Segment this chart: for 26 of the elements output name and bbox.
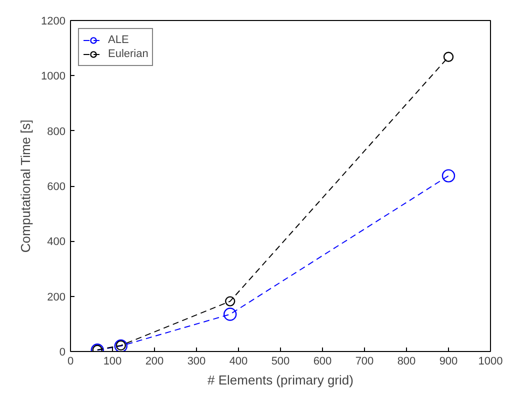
point	[225, 296, 236, 306]
legend-label: Eulerian	[108, 47, 148, 61]
y-tick-label: 800	[47, 126, 66, 138]
x-tick-label: 700	[355, 356, 374, 368]
x-tick-label: 600	[313, 356, 332, 368]
x-tick-label: 0	[67, 356, 74, 368]
y-tick-label: 400	[47, 236, 66, 248]
x-tick-label: 500	[271, 356, 290, 368]
x-tick-label: 300	[187, 356, 206, 368]
x-tick-label: 100	[103, 356, 122, 368]
x-tick-label: 900	[439, 356, 458, 368]
point	[442, 169, 456, 182]
y-tick-label: 600	[47, 181, 66, 193]
point	[443, 52, 454, 62]
y-tick-label: 200	[47, 291, 66, 304]
x-tick-label: 800	[397, 356, 416, 368]
x-tick-label: 1000	[478, 356, 503, 368]
y-axis-title: Computational Time [s]	[18, 120, 34, 253]
legend-label: ALE	[108, 33, 129, 47]
y-tick-label: 1000	[41, 70, 66, 83]
x-tick-label: 400	[229, 356, 248, 368]
x-axis-title: # Elements (primary grid)	[208, 372, 354, 388]
y-tick-label: 1200	[41, 16, 66, 28]
point	[224, 308, 237, 321]
y-tick-label: 0	[59, 346, 66, 358]
x-tick-label: 200	[145, 356, 164, 368]
